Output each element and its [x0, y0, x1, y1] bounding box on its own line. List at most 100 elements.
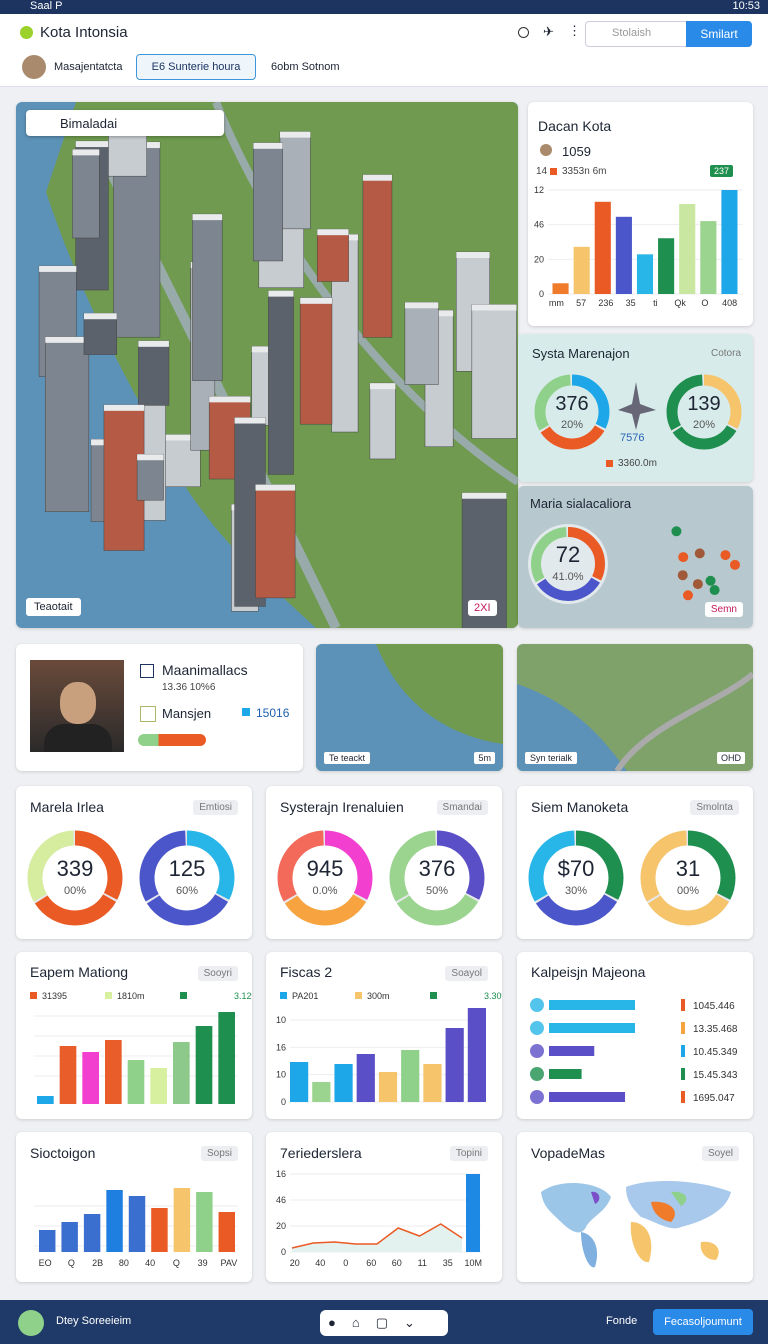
- map-pin: [692, 579, 703, 590]
- donut-segment: [27, 830, 123, 926]
- card-title: Marela Irlea: [30, 799, 104, 815]
- map-image: [16, 102, 518, 628]
- building-top: [137, 454, 164, 461]
- donut-segment: [139, 830, 235, 926]
- building: [299, 297, 333, 425]
- name: Maanimallacs: [162, 662, 248, 678]
- bar: [128, 1196, 146, 1252]
- systa-card: Systa Marenajon Cotora 376 20% 139 20% 7576…: [518, 334, 753, 482]
- legend-swatch: [550, 168, 557, 175]
- icon[interactable]: [518, 27, 529, 38]
- icon: [540, 144, 552, 156]
- legend-swatch: [606, 460, 613, 467]
- maria-card[interactable]: 72 41.0% Maria sialacaliora Semn: [518, 486, 753, 628]
- bar-chart: 12 46 20 0 mm 57 236 35 ti Qk O 408: [534, 185, 743, 308]
- building-top: [251, 346, 277, 353]
- header: Kota Intonsia ✈ ⋮ Stolaish Smilart Masaj…: [0, 14, 768, 87]
- layer-chip[interactable]: Teaotait: [26, 598, 81, 616]
- card-title: Eapem Mationg: [30, 964, 129, 980]
- x-label: 40: [145, 1258, 155, 1268]
- row-value: 13.35.468: [693, 1024, 738, 1035]
- tab[interactable]: E6 Sunterie houra: [136, 54, 256, 80]
- checkbox[interactable]: [140, 664, 154, 678]
- building-top: [39, 265, 77, 272]
- x-label: 236: [598, 298, 613, 308]
- star-icon: [618, 382, 656, 430]
- search-button[interactable]: Smilart: [686, 21, 752, 47]
- logo: [20, 26, 33, 39]
- donut-segment: [531, 527, 605, 601]
- bar: [105, 1040, 122, 1104]
- card-title: Systerajn Irenaluien: [280, 799, 404, 815]
- footer-link[interactable]: Fonde: [606, 1315, 638, 1327]
- bar: [150, 1068, 167, 1104]
- y-label: 10: [276, 1070, 286, 1080]
- footer: Dtey Soreeieim ●⌂▢⌄ Fonde Fecasoljoumunt: [0, 1300, 768, 1344]
- bar: [39, 1230, 56, 1252]
- building: [279, 131, 311, 230]
- y-label: 16: [276, 1169, 286, 1179]
- thumb-map[interactable]: Te teackt 5m: [316, 644, 503, 771]
- checkbox[interactable]: [140, 706, 156, 722]
- bar: [196, 1192, 213, 1252]
- search-box[interactable]: Stolaish: [585, 21, 688, 47]
- x-label: mm: [549, 298, 564, 308]
- map-search[interactable]: Bimaladai: [26, 110, 224, 136]
- donut-percent: 50%: [426, 885, 448, 897]
- y-label: 0: [539, 289, 544, 299]
- icon[interactable]: ⋮: [568, 23, 581, 38]
- footer-button[interactable]: Fecasoljoumunt: [653, 1309, 753, 1335]
- donut-segment: [528, 830, 624, 926]
- donut-segment: [640, 830, 736, 926]
- center-value: 7576: [620, 432, 645, 444]
- donut-segment: [277, 830, 373, 926]
- donut-segment: [531, 527, 605, 601]
- row-icon: [530, 1067, 544, 1081]
- donut: 72 41.0%: [528, 524, 741, 604]
- nav-pill[interactable]: ●⌂▢⌄: [320, 1310, 448, 1336]
- building-top: [161, 434, 201, 441]
- building: [369, 382, 396, 460]
- x-label: 2B: [92, 1258, 103, 1268]
- thumb-badge: 5m: [474, 752, 495, 764]
- building: [136, 453, 164, 501]
- building-top: [362, 174, 392, 181]
- bar: [173, 1188, 191, 1252]
- x-label: Qk: [674, 298, 686, 308]
- link[interactable]: 6obm Sotnom: [271, 61, 340, 73]
- map-pin: [709, 585, 720, 596]
- map-pin: [682, 590, 693, 601]
- building-top: [103, 404, 145, 411]
- card-title: Dacan Kota: [538, 118, 612, 134]
- row-swatch: [681, 1068, 685, 1080]
- city-map[interactable]: Bimaladai Teaotait 2XI: [16, 102, 518, 628]
- building-top: [268, 290, 294, 297]
- x-label: 0: [343, 1258, 348, 1268]
- donut-segment: [139, 830, 235, 926]
- footer-user: Dtey Soreeieim: [56, 1315, 132, 1327]
- bar: [106, 1190, 123, 1252]
- legend-label: PA201: [292, 991, 318, 1001]
- bar: [615, 216, 632, 294]
- bar: [151, 1208, 168, 1252]
- icon[interactable]: ✈: [543, 24, 554, 39]
- avatar: [22, 55, 46, 79]
- x-label: ti: [653, 298, 658, 308]
- bar: [334, 1064, 353, 1102]
- donuts: 376 20% 139 20%: [534, 374, 742, 450]
- y-label: 46: [534, 220, 544, 230]
- donut-segment: [534, 374, 610, 450]
- building-top: [45, 336, 89, 343]
- button[interactable]: Semn: [704, 602, 743, 617]
- status-bar: Saal P 10:53: [0, 0, 768, 14]
- line-card: 7eriederslera Topini 16 46 20 0 20 40 0 60 60 11 3…: [266, 1132, 502, 1282]
- donut-segment: [139, 830, 235, 926]
- building-top: [83, 313, 117, 320]
- map-pin: [677, 570, 688, 581]
- legend-num: 14: [536, 166, 548, 177]
- legend-swatch: [280, 992, 287, 999]
- tag: Soayol: [445, 966, 488, 981]
- row-icon: [530, 998, 544, 1012]
- thumb-map[interactable]: Syn terialk OHD: [517, 644, 753, 771]
- donut-segment: [531, 527, 605, 601]
